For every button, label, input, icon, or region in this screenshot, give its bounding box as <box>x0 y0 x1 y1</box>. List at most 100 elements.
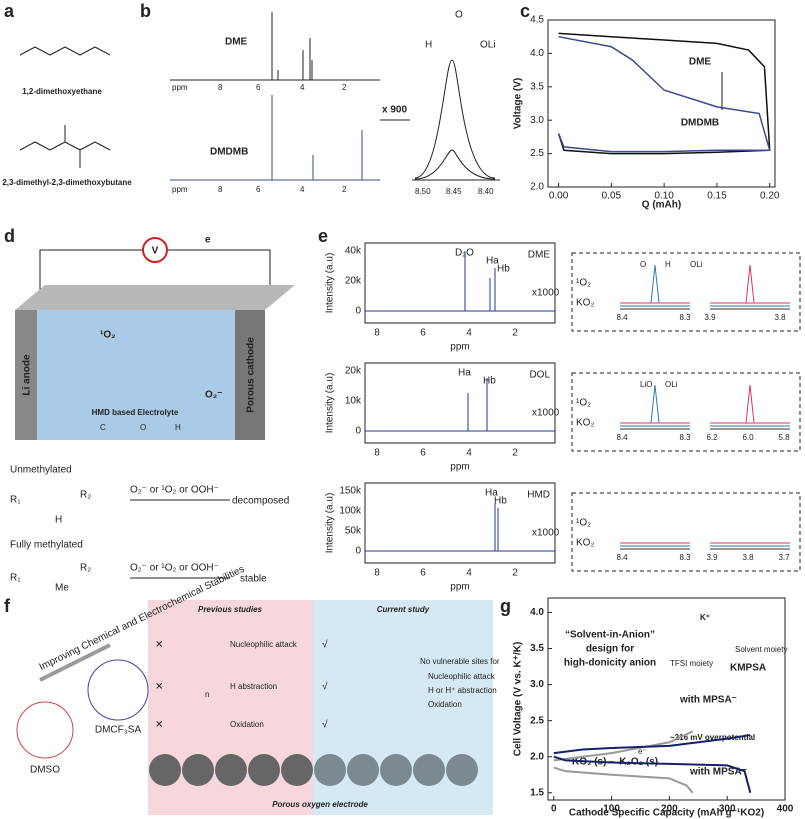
y-tick-label: 100k <box>339 506 362 517</box>
case: Unmethylated <box>10 465 72 476</box>
axis-label: Intensity (a.u) <box>325 253 336 314</box>
y-tick-label: 0 <box>355 546 361 557</box>
salt: KMPSA <box>730 663 766 674</box>
panel-b: b DME ppm 8 6 4 2 DMDMB ppm 8 6 4 2 x 90… <box>140 1 500 196</box>
inset-tick: 3.9 <box>704 313 716 322</box>
electron: e <box>205 235 211 246</box>
group: H <box>55 515 62 526</box>
heading: Current study <box>377 605 430 614</box>
x-tick-label: 0.20 <box>760 191 780 202</box>
tick: 4 <box>300 83 305 92</box>
group: R₂ <box>80 490 91 501</box>
y-tick-label: 0 <box>355 306 361 317</box>
y-tick-label: 150k <box>339 486 362 497</box>
x-axis-label: Cathode Specific Capacity (mAh g⁻¹KO2) <box>569 808 764 819</box>
spectrum-inset <box>87 659 149 721</box>
panel-f: f Previous studies Current study Nucleop… <box>4 564 500 815</box>
inset-tick: 6.0 <box>742 433 754 442</box>
y-tick-label: 3.5 <box>530 81 544 92</box>
x-tick-label: 100 <box>603 804 620 815</box>
inset-tick: 3.8 <box>742 553 754 562</box>
group: R₁ <box>10 573 21 584</box>
repeat: n <box>205 690 209 699</box>
y-tick-label: 4.5 <box>530 15 544 26</box>
headline: design for <box>586 644 634 655</box>
x-tick-label: 4 <box>466 328 472 339</box>
axis-label: ppm <box>450 582 469 593</box>
legend: O <box>140 423 146 432</box>
plot-frame <box>364 482 556 564</box>
x-tick-label: 8 <box>374 448 380 459</box>
molecule-name: 1,2-dimethoxyethane <box>22 87 102 96</box>
cathode <box>235 310 265 440</box>
inset-peak <box>650 264 660 304</box>
tick: 4 <box>300 185 305 194</box>
inset-tick: 3.8 <box>774 313 786 322</box>
y-tick-label: 50k <box>345 526 362 537</box>
x-tick-label: 0.05 <box>602 191 622 202</box>
item: H abstraction <box>230 682 277 691</box>
inset-frame <box>571 372 801 452</box>
spectrum <box>365 251 555 312</box>
atom: OLi <box>480 40 496 51</box>
inset-tick: 8.4 <box>616 433 628 442</box>
tick: 6 <box>256 83 261 92</box>
cation: K⁺ <box>700 613 710 622</box>
atom: H <box>425 40 432 51</box>
annotation: e⁻ <box>638 747 647 756</box>
product-atom: LiO <box>640 380 652 389</box>
check: √ <box>322 681 328 693</box>
voltmeter <box>142 237 168 263</box>
x-tick-label: 6 <box>420 448 426 459</box>
y-tick-label: 4.0 <box>530 48 544 59</box>
plot-frame <box>547 19 776 188</box>
heading: Previous studies <box>198 605 263 614</box>
anode-label: Li anode <box>22 354 33 396</box>
x-tick-label: 2 <box>512 568 518 579</box>
panel-label: f <box>4 596 11 616</box>
inset-tick: 5.8 <box>778 433 790 442</box>
y-tick-label: 2.0 <box>530 751 544 762</box>
peak <box>414 59 496 179</box>
inset-peak <box>745 264 755 304</box>
inset-tick: 6.2 <box>706 433 718 442</box>
spectrum-name: DME <box>225 37 248 48</box>
y-tick-label: 3.5 <box>530 643 544 654</box>
row-name: DOL <box>529 370 550 381</box>
solvent: DMCF₃SA <box>95 725 142 736</box>
line-series <box>557 32 771 155</box>
panel-d: d V e Li anode Porous cathode ¹O₂ O₂⁻ HM… <box>4 226 295 594</box>
peak-label: Hb <box>494 496 507 507</box>
row-name: DME <box>528 250 551 261</box>
annotation: DME <box>689 57 712 68</box>
result: stable <box>240 574 267 585</box>
product-atom: OLi <box>665 380 678 389</box>
axis-label: ppm <box>450 342 469 353</box>
peak-label: Ha <box>486 256 499 267</box>
factor: x1000 <box>532 408 560 419</box>
electrolyte-label: HMD based Electrolyte <box>92 408 179 417</box>
plot-frame <box>364 242 556 324</box>
item: Oxidation <box>428 700 462 709</box>
y-tick-label: 2.5 <box>530 715 544 726</box>
species: ¹O₂ <box>100 330 116 341</box>
row-name: HMD <box>527 490 550 501</box>
legend: ¹O₂ <box>576 398 591 409</box>
peak-label: Ha <box>458 368 471 379</box>
product-atom: O <box>640 260 646 269</box>
legend: ¹O₂ <box>576 278 591 289</box>
y-tick-label: 3.0 <box>530 679 544 690</box>
factor: x1000 <box>532 528 560 539</box>
headline: high-donicity anion <box>564 658 656 669</box>
tick: 2 <box>342 83 347 92</box>
atom: O <box>455 10 463 21</box>
wire <box>39 249 271 290</box>
x-tick-label: 4 <box>466 448 472 459</box>
y-tick-label: 20k <box>345 366 362 377</box>
x-tick-label: 4 <box>466 568 472 579</box>
product-atom: H <box>665 260 671 269</box>
x-tick-label: 0 <box>551 804 557 815</box>
x-tick-label: 0.00 <box>549 191 569 202</box>
